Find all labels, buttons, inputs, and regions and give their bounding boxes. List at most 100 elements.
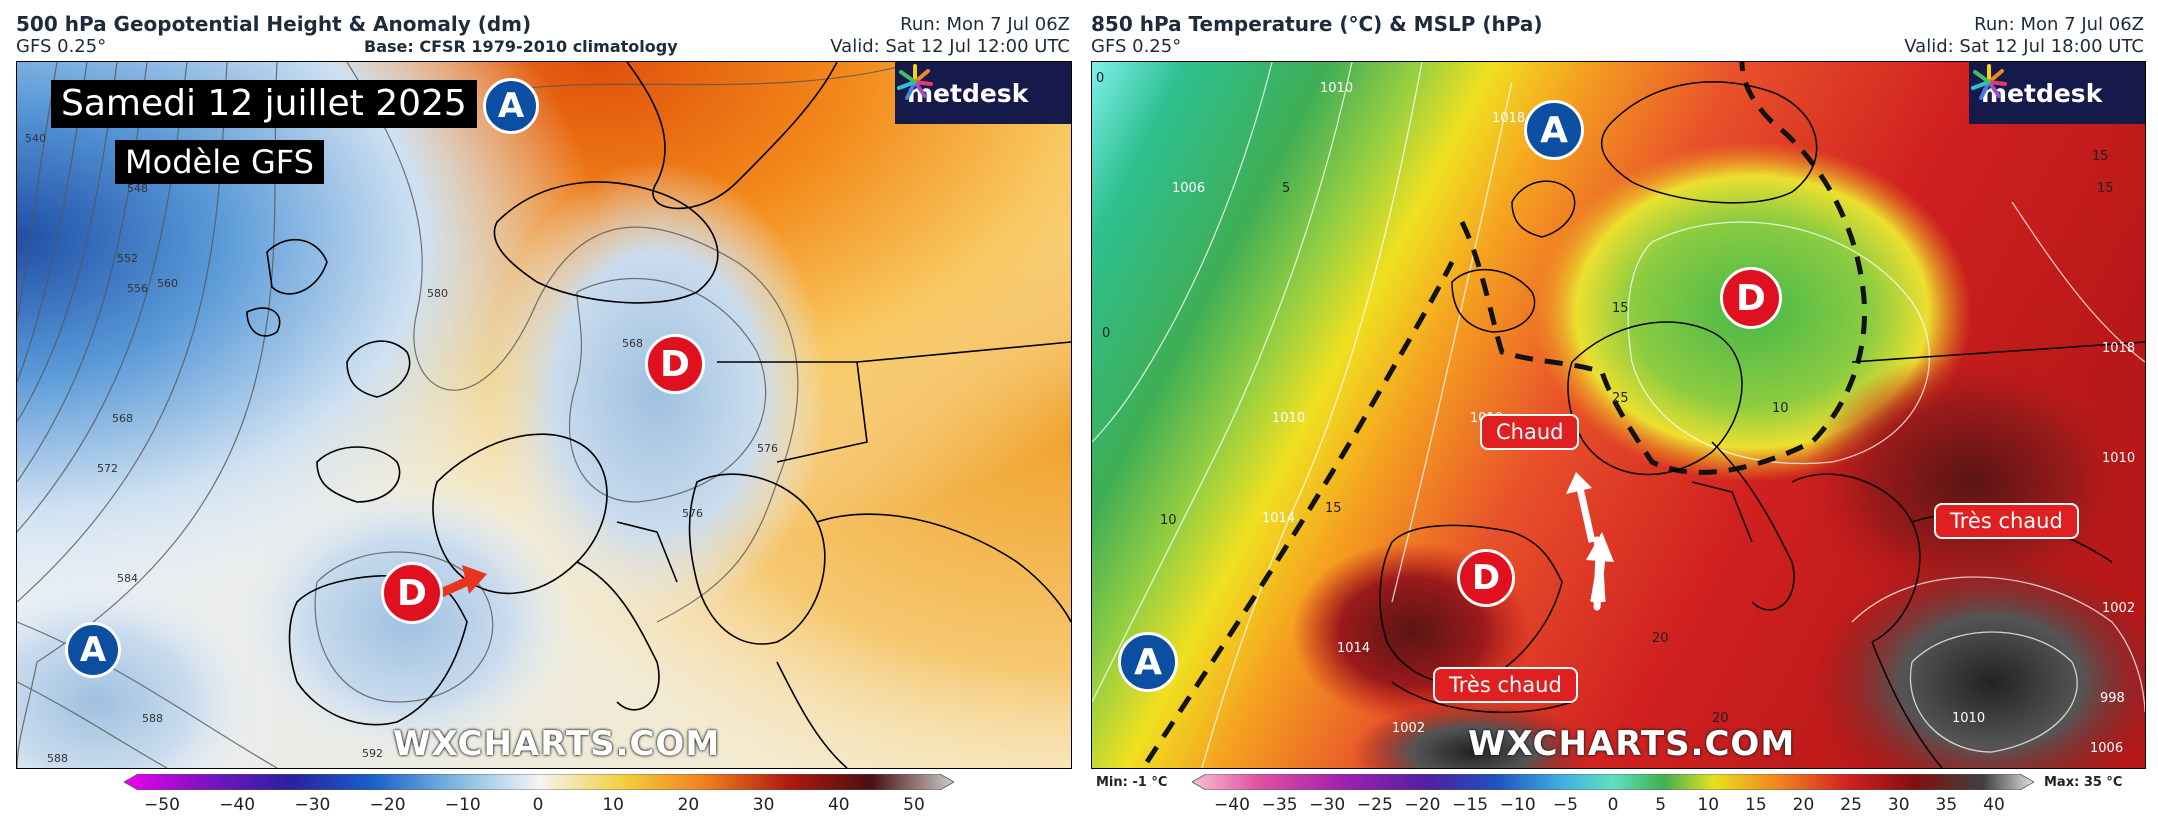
high-pressure-marker: A [1118,632,1178,692]
right-model-label: GFS 0.25° [1091,36,1182,57]
low-pressure-marker: D [1457,549,1515,607]
colorbar-tick-label: −20 [1404,795,1441,815]
temp-label: 0 [1102,326,1110,341]
temp-label: 10 [1772,401,1789,416]
metdesk-flower-icon [897,64,933,100]
right-chart-title: 850 hPa Temperature (°C) & MSLP (hPa) [1091,12,1543,36]
colorbar-tick-label: −50 [144,795,180,815]
min-temp-label: Min: -1 °C [1096,775,1168,790]
colorbar-tick-label: −30 [1309,795,1346,815]
isobar-label: 1014 [1262,511,1295,526]
colorbar-tick-label: 35 [1935,795,1958,815]
left-chart-title: 500 hPa Geopotential Height & Anomaly (d… [16,12,532,36]
colorbar-tick-label: −40 [219,795,256,815]
contour-label: 556 [127,282,148,295]
colorbar-tick-label: −35 [1261,795,1298,815]
isobar-label: 1010 [1952,711,1985,726]
contour-label: 588 [47,752,68,765]
colorbar-tick-label: 40 [827,795,850,815]
colorbar-tick-label: −40 [1214,795,1250,815]
colorbar-tick-label: 0 [1607,795,1619,815]
max-temp-label: Max: 35 °C [2044,775,2123,790]
contour-label: 580 [427,287,448,300]
isobar-label: 998 [2100,691,2125,706]
temp-label: 15 [2097,181,2114,196]
low-pressure-marker: D [1720,267,1782,329]
colorbar-tick-label: 15 [1745,795,1767,815]
colorbar-tick-label: 10 [602,795,625,815]
colorbar-tick-label: 10 [1697,795,1720,815]
temp-label: 15 [2092,149,2109,164]
model-name-box: Modèle GFS [115,140,324,184]
colorbar-tick-label: −10 [1499,795,1536,815]
contour-label: 584 [117,572,138,585]
isobar-label: 1010 [1272,411,1305,426]
temp-label: 5 [1282,181,1290,196]
watermark: WXCHARTS.COM [1468,724,1796,764]
left-map[interactable]: 540 548 552 556 560 568 572 580 584 588 … [16,61,1072,769]
left-run-time: Run: Mon 7 Jul 06Z [900,14,1070,35]
arrow-head [1566,472,1592,494]
colorbar-tick-label: 20 [1792,795,1815,815]
low-pressure-marker: D [381,562,443,624]
right-colorbar [1191,773,2035,791]
left-colorbar-gradient [123,773,955,791]
colorbar-tick-label: 25 [1840,795,1862,815]
right-colorbar-gradient [1191,773,2035,791]
colorbar-tick-label: 5 [1655,795,1667,815]
isobar-label: 1006 [2090,741,2123,756]
contour-label: 572 [97,462,118,475]
very-hot-label: Très chaud [1934,503,2079,539]
contour-label: 568 [622,337,643,350]
arrow-shaft [1593,566,1604,603]
high-pressure-marker: A [1524,100,1584,160]
high-pressure-marker: A [65,622,121,678]
temp-label: 20 [1652,631,1669,646]
contour-label: 540 [25,132,46,145]
colorbar-tick-label: −15 [1452,795,1489,815]
watermark: WXCHARTS.COM [393,724,721,764]
contour-label: 592 [362,747,383,760]
colorbar-tick-label: 30 [1887,795,1910,815]
isobar-label: 1018 [1492,111,1525,126]
contour-label: 548 [127,182,148,195]
temp-label: 25 [1612,391,1629,406]
right-run-time: Run: Mon 7 Jul 06Z [1974,14,2144,35]
hot-label: Chaud [1480,414,1580,450]
colorbar-tick-label: −10 [444,795,481,815]
temp-label: 15 [1612,301,1629,316]
right-map-canvas: 1010 1006 1018 1010 1014 1014 1010 1018 … [1092,62,2145,768]
colorbar-tick-label: 0 [532,795,544,815]
colorbar-tick-label: −30 [294,795,331,815]
temp-label: 10 [1160,513,1177,528]
date-headline: Samedi 12 juillet 2025 [51,80,477,128]
isobar-label: 1014 [1337,641,1370,656]
contour-label: 576 [757,442,778,455]
temp-label: 15 [1325,501,1342,516]
contour-label: 568 [112,412,133,425]
contour-label: 552 [117,252,138,265]
isobar-label: 1006 [1172,181,1205,196]
contour-label: 588 [142,712,163,725]
colorbar-tick-label: −5 [1552,795,1578,815]
low-pressure-marker: D [645,334,705,394]
isobar-label: 1018 [2102,341,2135,356]
left-valid-time: Valid: Sat 12 Jul 12:00 UTC [830,36,1070,57]
left-base-climatology: Base: CFSR 1979-2010 climatology [364,37,678,56]
colorbar-tick-label: −25 [1356,795,1393,815]
metdesk-logo: metdesk [895,62,1071,124]
colorbar-tick-label: 20 [677,795,700,815]
colorbar-tick-label: 30 [752,795,775,815]
isobar-label: 1010 [2102,451,2135,466]
contour-label: 560 [157,277,178,290]
right-map[interactable]: 1010 1006 1018 1010 1014 1014 1010 1018 … [1091,61,2146,769]
isobar-label: 1010 [1320,81,1353,96]
right-valid-time: Valid: Sat 12 Jul 18:00 UTC [1904,36,2144,57]
metdesk-logo: metdesk [1969,62,2145,124]
colorbar-tick-label: −20 [369,795,406,815]
temp-label: 0 [1096,71,1104,86]
left-model-label: GFS 0.25° [16,36,107,57]
metdesk-flower-icon [1971,64,2007,100]
isobar-label: 1002 [2102,601,2135,616]
arrow-head [462,565,487,594]
